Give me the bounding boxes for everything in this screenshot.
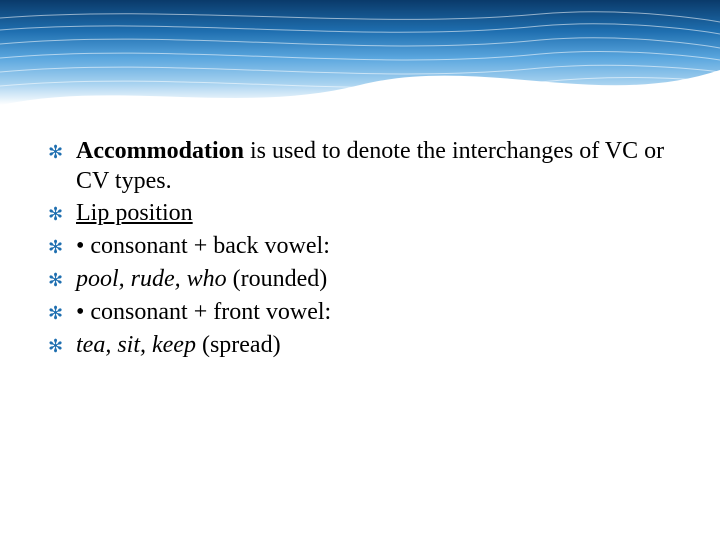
- bullet-text: pool, rude, who (rounded): [76, 264, 672, 294]
- top-banner: [0, 0, 720, 120]
- bullet-text: tea, sit, keep (spread): [76, 330, 672, 360]
- text-segment: tea, sit, keep: [76, 332, 196, 358]
- bullet-row: ✻• consonant + front vowel:: [48, 297, 672, 328]
- bullet-glyph: ✻: [48, 231, 76, 262]
- bullet-text: Lip position: [76, 198, 672, 228]
- bullet-text: • consonant + front vowel:: [76, 297, 672, 327]
- bullet-row: ✻tea, sit, keep (spread): [48, 330, 672, 361]
- bullet-row: ✻• consonant + back vowel:: [48, 231, 672, 262]
- wave-graphic: [0, 0, 720, 120]
- bullet-row: ✻pool, rude, who (rounded): [48, 264, 672, 295]
- bullet-glyph: ✻: [48, 198, 76, 229]
- bullet-glyph: ✻: [48, 297, 76, 328]
- content-area: ✻Accommodation is used to denote the int…: [48, 136, 672, 363]
- text-segment: • consonant + front vowel:: [76, 299, 331, 325]
- bullet-glyph: ✻: [48, 264, 76, 295]
- bullet-text: • consonant + back vowel:: [76, 231, 672, 261]
- bullet-glyph: ✻: [48, 136, 76, 167]
- slide: ✻Accommodation is used to denote the int…: [0, 0, 720, 540]
- text-segment: Accommodation: [76, 138, 244, 164]
- text-segment: (spread): [196, 332, 281, 358]
- text-segment: • consonant + back vowel:: [76, 233, 330, 259]
- bullet-text: Accommodation is used to denote the inte…: [76, 136, 672, 196]
- text-segment: pool, rude, who: [76, 266, 227, 292]
- bullet-row: ✻Lip position: [48, 198, 672, 229]
- bullet-row: ✻Accommodation is used to denote the int…: [48, 136, 672, 196]
- text-segment: Lip position: [76, 200, 193, 226]
- bullet-glyph: ✻: [48, 330, 76, 361]
- text-segment: (rounded): [227, 266, 328, 292]
